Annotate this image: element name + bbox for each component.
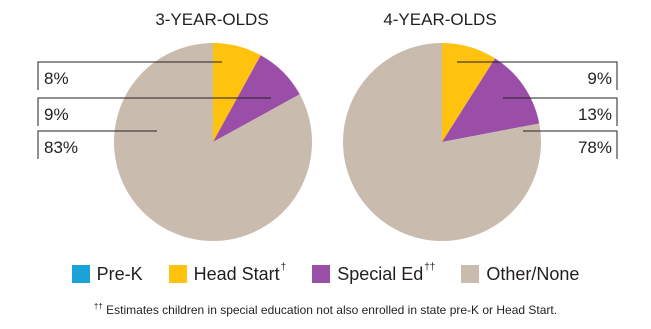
- legend-swatch-pre-k: [71, 265, 90, 283]
- legend: Pre-K Head Start † Special Ed †† Other/N…: [0, 262, 651, 286]
- leader-line-3-year-olds-0: [37, 61, 222, 90]
- legend-label-head-start: Head Start: [193, 263, 280, 284]
- pie-slice-head-start-4-year-olds: [442, 43, 496, 142]
- pie-slice-special-ed-3-year-olds: [213, 55, 300, 143]
- leader-line-3-year-olds-1: [37, 97, 271, 126]
- legend-swatch-other-none: [461, 265, 480, 283]
- pie-chart-4-year-olds: 4-YEAR-OLDS 9% 13% 78%: [342, 10, 618, 242]
- data-label-3-year-olds-1: 9%: [44, 105, 69, 124]
- legend-sup-head-start: †: [280, 261, 287, 273]
- footnote: †† Estimates children in special educati…: [0, 302, 651, 317]
- leader-line-4-year-olds-2: [523, 130, 618, 159]
- footnote-text: Estimates children in special education …: [102, 303, 558, 317]
- data-label-4-year-olds-0: 9%: [587, 69, 612, 88]
- chart-title-4-year-olds: 4-YEAR-OLDS: [383, 10, 496, 29]
- footnote-mark: ††: [93, 302, 103, 311]
- legend-swatch-head-start: [168, 265, 187, 283]
- legend-swatch-special-ed: [312, 265, 331, 283]
- pie-slice-head-start-3-year-olds: [213, 43, 261, 142]
- pie-slice-special-ed-4-year-olds: [442, 58, 540, 142]
- data-label-3-year-olds-2: 83%: [44, 138, 78, 157]
- data-label-4-year-olds-1: 13%: [578, 105, 612, 124]
- legend-label-other-none: Other/None: [486, 263, 580, 284]
- leader-line-3-year-olds-2: [37, 130, 157, 159]
- pie-chart-3-year-olds: 3-YEAR-OLDS 8% 9% 83%: [37, 10, 313, 241]
- legend-label-pre-k: Pre-K: [96, 263, 143, 284]
- legend-sup-special-ed: ††: [424, 261, 436, 273]
- legend-item-other-none: Other/None: [461, 264, 579, 285]
- data-label-3-year-olds-0: 8%: [44, 69, 69, 88]
- legend-item-pre-k: Pre-K: [71, 263, 143, 285]
- legend-item-special-ed: Special Ed ††: [312, 261, 436, 285]
- leader-line-4-year-olds-1: [503, 97, 618, 126]
- pie-slice-other-none-4-year-olds: [342, 43, 541, 242]
- leader-line-4-year-olds-0: [457, 61, 618, 90]
- legend-item-head-start: Head Start †: [168, 261, 287, 285]
- chart-title-3-year-olds: 3-YEAR-OLDS: [155, 10, 268, 29]
- pie-slice-other-none-3-year-olds: [113, 43, 313, 241]
- pie-charts: 3-YEAR-OLDS 8% 9% 83% 4-YEAR-OLDS 9% 13% 78%: [37, 10, 618, 242]
- data-label-4-year-olds-2: 78%: [578, 138, 612, 157]
- legend-label-special-ed: Special Ed: [337, 263, 424, 284]
